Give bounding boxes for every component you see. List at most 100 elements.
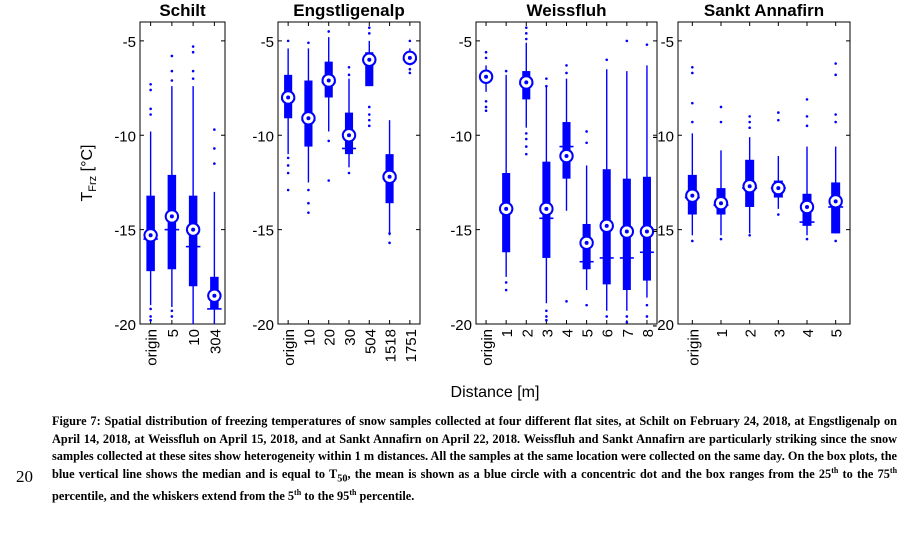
- x-tick-label: 4: [800, 329, 817, 337]
- outlier-point: [286, 188, 290, 192]
- x-tick-label: 30: [342, 329, 359, 346]
- outlier-point: [691, 101, 694, 105]
- y-tick-label: -5: [459, 34, 472, 51]
- mean-dot: [564, 154, 569, 159]
- outlier-point: [347, 66, 351, 69]
- outlier-point: [691, 120, 694, 124]
- outlier-point: [565, 64, 568, 67]
- figure-caption: Figure 7: Spatial distribution of freezi…: [52, 413, 897, 505]
- outlier-point: [367, 32, 371, 35]
- outlier-point: [367, 105, 371, 109]
- box-8: [639, 43, 655, 318]
- x-tick-label: 8: [640, 329, 657, 337]
- mean-dot: [690, 193, 695, 198]
- caption-superscript: th: [831, 465, 839, 475]
- iqr-box: [365, 52, 374, 87]
- outlier-point: [327, 139, 331, 143]
- caption-text: percentile.: [356, 488, 415, 503]
- outlier-point: [367, 118, 371, 122]
- outlier-point: [307, 211, 310, 214]
- outlier-point: [484, 56, 488, 60]
- caption-superscript: th: [349, 487, 357, 497]
- mean-dot: [747, 184, 752, 189]
- y-tick-label: -15: [652, 223, 674, 240]
- box-2: [519, 26, 534, 156]
- mean-dot: [286, 95, 291, 100]
- box-origin: [478, 50, 494, 113]
- outlier-point: [585, 303, 588, 307]
- x-tick-label: 10: [186, 329, 203, 346]
- caption-text: Spatial distribution of freezing tempera…: [52, 414, 897, 481]
- y-label-main: T: [79, 191, 96, 201]
- x-tick-label: 1: [499, 329, 516, 337]
- y-tick-label: -10: [652, 128, 674, 145]
- y-tick-label: -15: [450, 223, 472, 240]
- mean-dot: [624, 229, 629, 234]
- outlier-point: [170, 79, 174, 82]
- panel-sankt-annafirn: Sankt Annafirn -5 -10 -15 -20 origin 1 2 3 4 5: [652, 1, 851, 366]
- x-tick-label: 7: [620, 329, 637, 337]
- outlier-point: [149, 82, 152, 86]
- page-number: 20: [16, 467, 33, 486]
- outlier-point: [367, 124, 371, 128]
- box-origin: [143, 82, 158, 322]
- outlier-point: [645, 303, 649, 307]
- panel-weissfluh: Weissfluh -5 -10 -15 -20 origin 1 2 3 4 5 6 7 8: [450, 1, 658, 366]
- mean-dot: [387, 174, 392, 179]
- box-1751: [402, 39, 418, 75]
- mean-dot: [833, 199, 838, 204]
- outlier-point: [719, 105, 723, 109]
- outlier-point: [748, 233, 751, 237]
- y-axis-label: TFrz [°C]: [79, 145, 99, 202]
- caption-text: percentile, and the whiskers extend from…: [52, 488, 295, 503]
- x-tick-label: origin: [685, 329, 702, 366]
- caption-superscript: th: [294, 487, 302, 497]
- outlier-point: [524, 137, 528, 141]
- x-tick-label: 3: [539, 329, 556, 337]
- y-tick-label: -15: [252, 223, 274, 240]
- outlier-point: [408, 71, 412, 75]
- y-tick-label: -10: [114, 128, 136, 145]
- outlier-point: [170, 309, 174, 313]
- x-tick-label: 6: [600, 329, 617, 337]
- caption-text: to the 75: [838, 466, 890, 481]
- outlier-point: [388, 232, 391, 235]
- box-304: [207, 128, 222, 324]
- x-tick-label: 4: [560, 329, 577, 337]
- outlier-point: [585, 130, 588, 133]
- outlier-point: [748, 126, 751, 129]
- y-tick-label: -20: [252, 317, 274, 334]
- axes-frame: [139, 21, 226, 325]
- outlier-point: [605, 58, 609, 62]
- y-tick-label: -20: [450, 317, 472, 334]
- outlier-point: [524, 145, 528, 148]
- x-tick-label: 304: [207, 329, 224, 354]
- outlier-point: [585, 141, 588, 145]
- outlier-point: [524, 26, 528, 29]
- x-tick-label: 2: [743, 329, 760, 337]
- mean-dot: [407, 55, 412, 60]
- outlier-point: [805, 237, 809, 241]
- outlier-point: [545, 309, 548, 313]
- outlier-point: [170, 69, 174, 73]
- outlier-point: [408, 39, 412, 43]
- outlier-point: [625, 320, 629, 324]
- box-3: [770, 111, 786, 216]
- y-label-sub: Frz: [87, 176, 99, 192]
- outlier-point: [484, 105, 488, 109]
- outlier-point: [805, 98, 809, 101]
- panel-title: Engstligenalp: [293, 1, 404, 20]
- y-tick-label: -20: [114, 317, 136, 334]
- outlier-point: [484, 99, 488, 103]
- outlier-point: [691, 239, 694, 243]
- x-tick-label: 5: [829, 329, 846, 337]
- mean-dot: [604, 223, 609, 228]
- mean-dot: [306, 116, 311, 121]
- outlier-point: [149, 318, 152, 322]
- outlier-point: [484, 50, 488, 54]
- outlier-point: [327, 30, 331, 33]
- y-tick-label: -10: [450, 128, 472, 145]
- outlier-point: [834, 239, 837, 243]
